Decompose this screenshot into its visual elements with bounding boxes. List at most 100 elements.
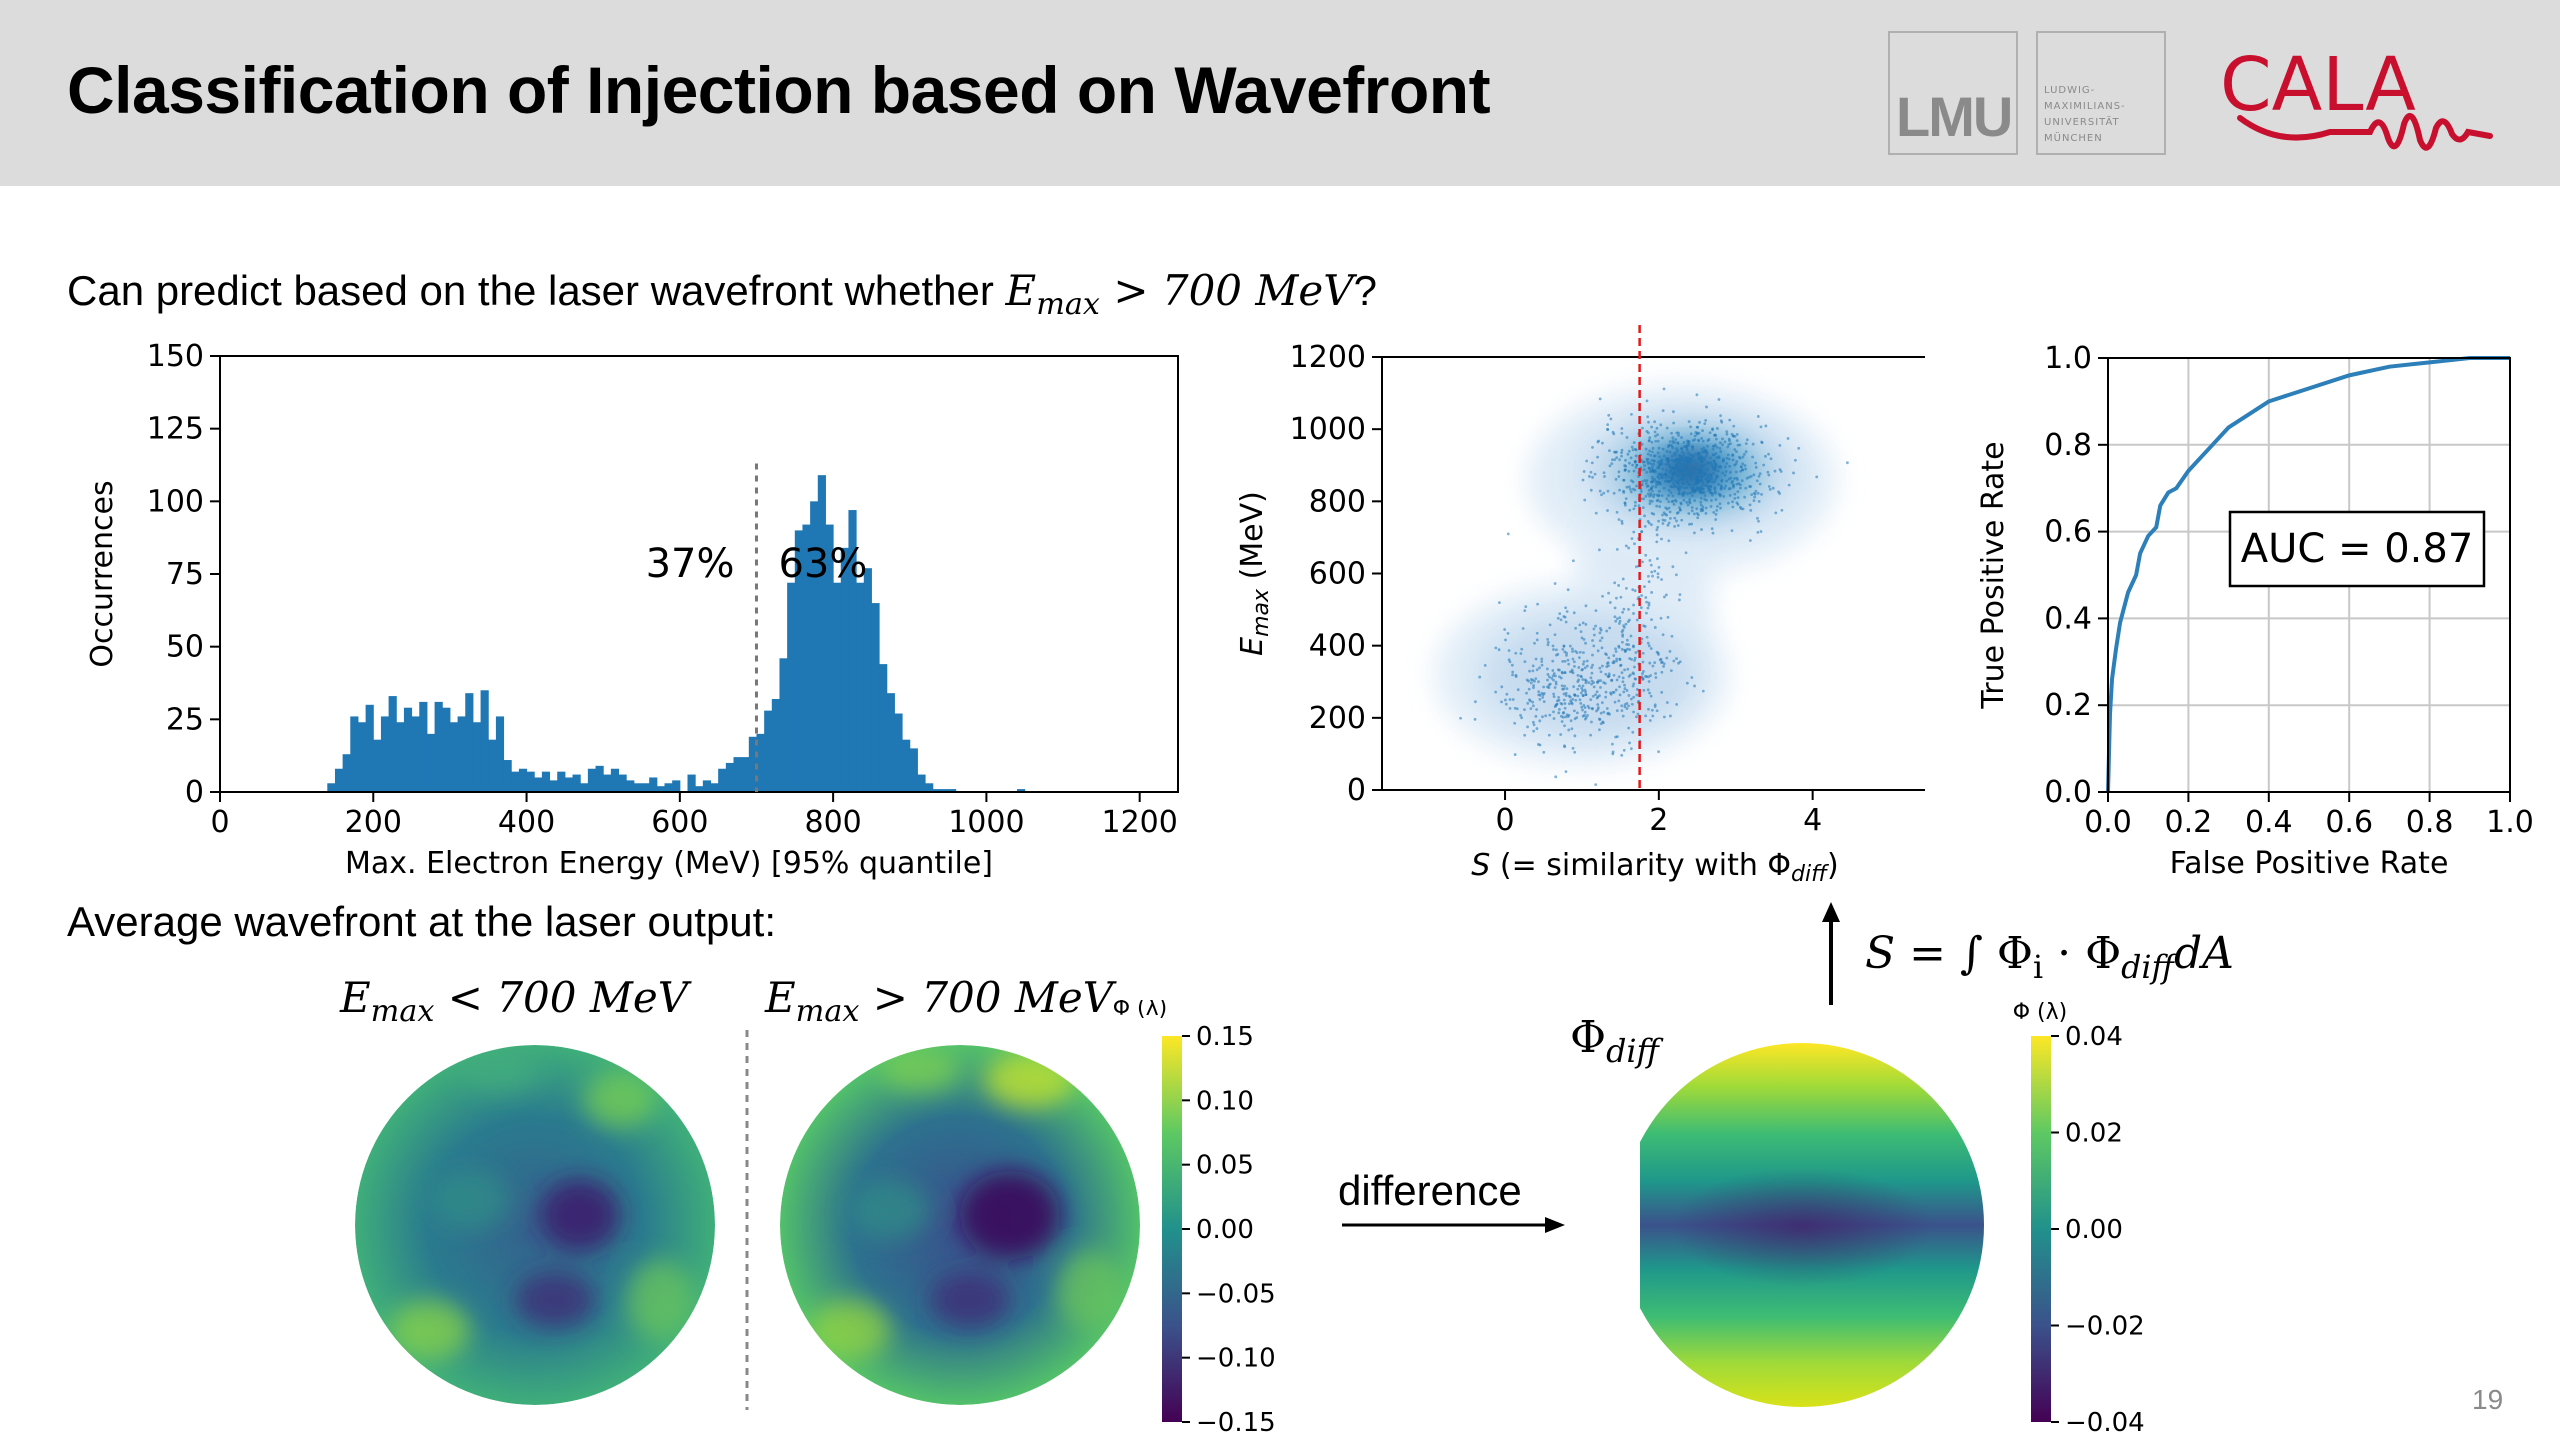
scatter-point [1551, 669, 1555, 672]
scatter-point [1628, 461, 1631, 465]
scatter-point [1683, 456, 1687, 460]
scatter-point [1554, 775, 1558, 779]
scatter-point [1704, 512, 1708, 515]
scatter-point [1578, 623, 1582, 627]
scatter-point [1696, 451, 1700, 455]
scatter-point [1698, 421, 1701, 424]
scatter-point [1675, 464, 1679, 468]
scatter-point [1767, 485, 1771, 488]
scatter-point [1715, 445, 1719, 449]
scatter-point [1598, 639, 1602, 643]
scatter-point [1693, 499, 1697, 502]
scatter-point [1687, 491, 1691, 495]
y-tick-label: 1200 [1290, 340, 1366, 375]
scatter-point [1669, 669, 1673, 673]
emax-greater-e: E [765, 973, 796, 1022]
scatter-point [1700, 475, 1703, 479]
histogram-bar [917, 774, 926, 792]
scatter-point [1547, 675, 1551, 679]
scatter-point [1628, 648, 1632, 651]
scatter-point [1655, 504, 1659, 508]
scatter-point [1578, 650, 1582, 654]
scatter-point [1571, 698, 1575, 701]
scatter-point [1778, 492, 1781, 495]
scatter-point [1706, 444, 1709, 448]
scatter-point [1608, 449, 1611, 453]
histogram-bar [802, 524, 811, 792]
scatter-point [1738, 443, 1742, 447]
scatter-point [1721, 443, 1724, 447]
histogram-bar [365, 704, 374, 792]
histogram-bar [810, 501, 819, 792]
scatter-point [1653, 420, 1657, 424]
scatter-point [1645, 675, 1649, 679]
scatter-point [1621, 676, 1625, 680]
scatter-point [1567, 728, 1571, 732]
colorbar-tick-label: −0.10 [1196, 1344, 1276, 1374]
scatter-point [1525, 691, 1528, 695]
scatter-point [1640, 489, 1643, 493]
scatter-point [1531, 664, 1535, 668]
scatter-point [1644, 596, 1648, 599]
scatter-point [1547, 733, 1551, 737]
scatter-point [1715, 456, 1719, 460]
scatter-point [1669, 517, 1672, 520]
scatter-point [1605, 629, 1609, 633]
scatter-point [1714, 498, 1718, 501]
scatter-point [1620, 427, 1624, 430]
scatter-point [1625, 436, 1629, 439]
scatter-point [1754, 465, 1758, 469]
annotation-above-percent: 63% [778, 541, 867, 587]
histogram-bar [595, 765, 604, 792]
scatter-point [1716, 469, 1720, 473]
slide-title: Classification of Injection based on Wav… [67, 53, 1491, 127]
scatter-point [1588, 475, 1591, 478]
scatter-point [1630, 537, 1634, 541]
uni-line-4: MÜNCHEN [2044, 133, 2103, 144]
scatter-point [1731, 434, 1735, 438]
scatter-point [1583, 678, 1587, 682]
scatter-point [1621, 714, 1625, 718]
histogram-bar [863, 568, 872, 792]
scatter-point [1582, 660, 1586, 664]
scatter-point [1591, 653, 1594, 657]
scatter-point [1599, 626, 1602, 630]
histogram-bar [465, 693, 474, 792]
histogram-bar [380, 716, 390, 792]
scatter-point [1594, 624, 1597, 628]
scatter-point [1723, 473, 1727, 477]
scatter-point [1614, 650, 1618, 653]
scatter-point [1655, 426, 1659, 430]
scatter-point [1579, 691, 1583, 695]
scatter-point [1599, 711, 1603, 715]
scatter-point [1662, 454, 1666, 458]
scatter-point [1621, 577, 1625, 581]
scatter-point [1645, 470, 1649, 474]
scatter-point [1646, 688, 1650, 692]
scatter-point [1607, 656, 1611, 660]
scatter-point [1659, 472, 1663, 476]
scatter-point [1632, 672, 1636, 676]
y-tick-label: 1.0 [2044, 341, 2092, 376]
scatter-point [1660, 690, 1664, 694]
scatter-point [1690, 676, 1694, 679]
y-tick-label: 0 [185, 775, 204, 810]
scatter-point [1747, 475, 1751, 479]
scatter-point [1660, 578, 1663, 581]
scatter-point [1653, 705, 1657, 708]
scatter-point [1634, 466, 1638, 469]
histogram-bar [833, 582, 842, 792]
question-emax-sub: max [1036, 287, 1100, 323]
scatter-point [1621, 628, 1625, 632]
scatter-point [1664, 593, 1668, 597]
scatter-point [1743, 464, 1747, 467]
y-tick-label: 800 [1309, 484, 1366, 519]
scatter-point [1738, 456, 1742, 460]
scatter-point [1704, 506, 1708, 510]
scatter-point [1701, 507, 1704, 511]
scatter-point [1698, 457, 1701, 461]
scatter-point [1646, 415, 1650, 419]
scatter-point [1597, 679, 1600, 683]
scatter-point [1566, 715, 1570, 719]
y-tick-label: 0.8 [2044, 428, 2092, 463]
